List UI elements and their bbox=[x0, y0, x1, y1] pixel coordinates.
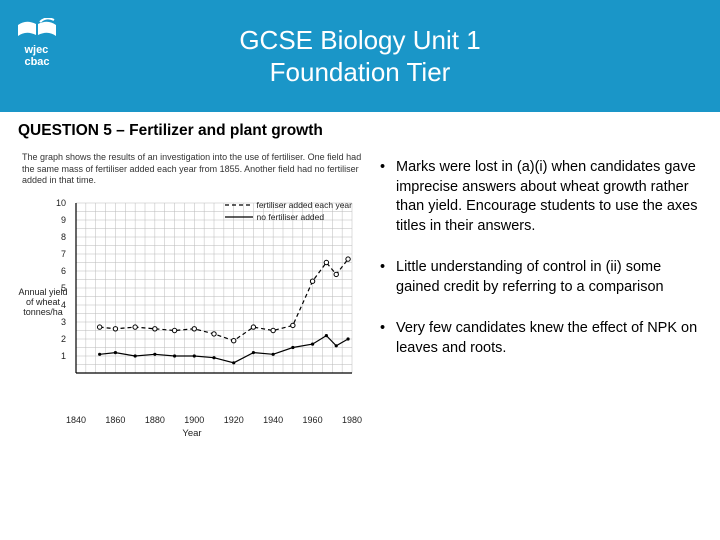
legend-row: fertiliser added each year bbox=[225, 199, 352, 211]
xtick: 1860 bbox=[101, 415, 129, 425]
logo-text-bottom: cbac bbox=[24, 56, 49, 68]
book-icon bbox=[16, 18, 58, 42]
xtick: 1880 bbox=[141, 415, 169, 425]
ytick: 1 bbox=[50, 351, 66, 361]
xtick: 1920 bbox=[220, 415, 248, 425]
question-title: QUESTION 5 – Fertilizer and plant growth bbox=[18, 122, 702, 140]
graph-panel: The graph shows the results of an invest… bbox=[18, 152, 368, 441]
ytick: 7 bbox=[50, 249, 66, 259]
ytick: 8 bbox=[50, 232, 66, 242]
chart-legend: fertiliser added each yearno fertiliser … bbox=[225, 199, 352, 223]
logo: wjec cbac bbox=[16, 18, 58, 68]
ytick: 9 bbox=[50, 215, 66, 225]
ytick: 3 bbox=[50, 317, 66, 327]
xtick: 1960 bbox=[299, 415, 327, 425]
bullet-item: Marks were lost in (a)(i) when candidate… bbox=[378, 158, 698, 236]
bullet-item: Little understanding of control in (ii) … bbox=[378, 258, 698, 297]
graph-area: Annual yield of wheat tonnes/ha Year fer… bbox=[18, 193, 366, 441]
xtick: 1900 bbox=[180, 415, 208, 425]
chart-svg bbox=[70, 193, 358, 403]
header: wjec cbac GCSE Biology Unit 1 Foundation… bbox=[0, 0, 720, 112]
xtick: 1940 bbox=[259, 415, 287, 425]
bullet-item: Very few candidates knew the effect of N… bbox=[378, 319, 698, 358]
page-title: GCSE Biology Unit 1 Foundation Tier bbox=[0, 0, 720, 88]
ytick: 2 bbox=[50, 334, 66, 344]
content: QUESTION 5 – Fertilizer and plant growth… bbox=[0, 112, 720, 451]
xtick: 1980 bbox=[338, 415, 366, 425]
bullet-panel: Marks were lost in (a)(i) when candidate… bbox=[378, 152, 698, 441]
ytick: 5 bbox=[50, 283, 66, 293]
xtick: 1840 bbox=[62, 415, 90, 425]
legend-row: no fertiliser added bbox=[225, 211, 352, 223]
ytick: 6 bbox=[50, 266, 66, 276]
logo-text-top: wjec bbox=[24, 44, 49, 56]
bullet-list: Marks were lost in (a)(i) when candidate… bbox=[378, 158, 698, 359]
ytick: 10 bbox=[50, 198, 66, 208]
ytick: 4 bbox=[50, 300, 66, 310]
graph-caption: The graph shows the results of an invest… bbox=[18, 152, 368, 187]
graph-xlabel: Year bbox=[182, 428, 201, 439]
